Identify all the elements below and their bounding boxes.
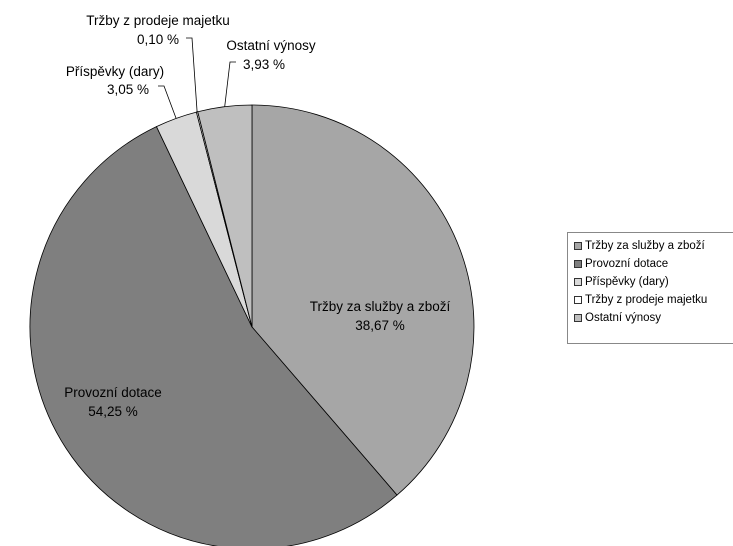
slice-label-value-1: 54,25 % bbox=[88, 404, 138, 419]
legend-item-0: Tržby za služby a zboží bbox=[574, 237, 733, 255]
legend-item-2: Příspěvky (dary) bbox=[574, 273, 733, 291]
legend-label-3: Tržby z prodeje majetku bbox=[585, 294, 708, 306]
slice-label-name-3: Tržby z prodeje majetku bbox=[86, 13, 230, 28]
slice-label-name-2: Příspěvky (dary) bbox=[66, 64, 164, 79]
legend-item-1: Provozní dotace bbox=[574, 255, 733, 273]
leader-line-3 bbox=[186, 37, 198, 112]
slice-label-value-0: 38,67 % bbox=[355, 318, 405, 333]
slice-label-name-1: Provozní dotace bbox=[64, 385, 162, 400]
legend-swatch-0 bbox=[574, 242, 582, 250]
leader-line-2 bbox=[158, 85, 177, 119]
legend: Tržby za služby a zboží Provozní dotace … bbox=[567, 232, 733, 344]
slice-label-name-4: Ostatní výnosy bbox=[226, 38, 316, 53]
slice-label-value-2: 3,05 % bbox=[107, 82, 149, 97]
legend-swatch-2 bbox=[574, 278, 582, 286]
legend-swatch-1 bbox=[574, 260, 582, 268]
legend-swatch-3 bbox=[574, 296, 582, 304]
legend-label-0: Tržby za služby a zboží bbox=[585, 240, 705, 252]
legend-label-1: Provozní dotace bbox=[585, 258, 669, 270]
legend-label-4: Ostatní výnosy bbox=[585, 312, 662, 324]
pie-slice-4 bbox=[197, 104, 253, 328]
slice-label-name-0: Tržby za služby a zboží bbox=[310, 299, 451, 314]
legend-item-3: Tržby z prodeje majetku bbox=[574, 291, 733, 309]
pie-slice-0 bbox=[251, 104, 475, 496]
leader-line-4 bbox=[224, 61, 236, 107]
legend-swatch-4 bbox=[574, 314, 582, 322]
slice-label-value-3: 0,10 % bbox=[137, 32, 179, 47]
legend-label-2: Příspěvky (dary) bbox=[585, 276, 669, 288]
leader-lines bbox=[158, 37, 236, 119]
pie-slice-1 bbox=[29, 126, 398, 546]
pie-slices bbox=[29, 104, 475, 546]
slice-label-value-4: 3,93 % bbox=[243, 57, 285, 72]
legend-item-4: Ostatní výnosy bbox=[574, 309, 733, 327]
